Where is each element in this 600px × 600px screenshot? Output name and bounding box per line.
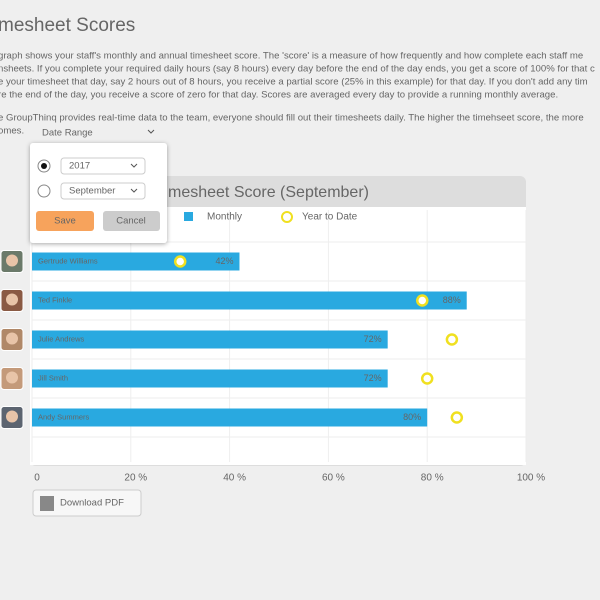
category-label: Ted Finkle — [38, 295, 72, 304]
x-tick-label: 0 — [34, 473, 40, 484]
year-label: 2017 — [69, 161, 90, 172]
paragraph-line: e GroupThinq provides real-time data to … — [0, 113, 584, 124]
ytd-marker — [445, 333, 459, 346]
value-label: 72% — [364, 373, 382, 383]
ytd-marker — [420, 372, 434, 385]
chevron — [147, 129, 155, 134]
chevron — [130, 188, 138, 193]
date-range-label: Date Range — [42, 128, 93, 139]
bar — [32, 408, 428, 427]
month-select[interactable] — [60, 182, 146, 200]
bar — [32, 291, 467, 310]
paragraph-line: nsheets. If you complete your required d… — [0, 64, 595, 75]
x-tick-label: 40 % — [223, 473, 246, 484]
value-label: 88% — [443, 295, 461, 305]
avatar-face — [6, 410, 18, 423]
avatar-face — [6, 254, 18, 267]
paragraph-line: re the end of the day, you receive a sco… — [0, 90, 558, 101]
date-range-select[interactable] — [30, 123, 166, 142]
page-title: mesheet Scores — [0, 15, 135, 36]
pdf-icon — [40, 496, 54, 511]
chevron — [130, 163, 138, 168]
year-select[interactable] — [60, 157, 146, 175]
paragraph-line: graph shows your staff's monthly and ann… — [0, 51, 583, 62]
bar — [32, 369, 388, 388]
legend-label: Monthly — [207, 212, 242, 223]
download-button[interactable] — [32, 489, 142, 517]
x-tick-label: 100 % — [517, 473, 545, 484]
bar — [32, 330, 388, 349]
category-label: Jill Smith — [38, 373, 68, 382]
month-label: September — [69, 186, 115, 197]
x-tick-label: 20 % — [124, 473, 147, 484]
save-label: Save — [54, 216, 76, 227]
paragraph-line: e your timesheet that day, say 2 hours o… — [0, 77, 588, 88]
avatar-face — [6, 293, 18, 306]
x-tick-label: 60 % — [322, 473, 345, 484]
x-tick-label: 80 % — [421, 473, 444, 484]
cancel-label: Cancel — [116, 216, 146, 227]
chart-title: mesheet Score (September) — [168, 184, 369, 201]
ytd-marker — [416, 294, 429, 307]
radio-month[interactable] — [37, 184, 51, 198]
download-label: Download PDF — [60, 498, 124, 509]
legend-label: Year to Date — [302, 212, 358, 223]
legend-swatch — [184, 212, 193, 221]
category-label: Gertrude Williams — [38, 256, 98, 265]
save-button[interactable] — [36, 211, 94, 231]
bar — [32, 252, 240, 271]
cancel-button[interactable] — [103, 211, 160, 231]
radio-dot — [41, 163, 47, 169]
avatar-face — [6, 371, 18, 384]
legend-swatch — [281, 211, 293, 223]
value-label: 80% — [403, 412, 421, 422]
value-label: 72% — [364, 334, 382, 344]
category-label: Julie Andrews — [38, 334, 85, 343]
paragraph-line: omes. — [0, 126, 24, 137]
chart: 0 20 % 40 % 60 % 80 % 100 % Monthly Year to Dat… — [0, 210, 545, 484]
ytd-marker — [173, 255, 187, 268]
value-label: 42% — [215, 256, 233, 266]
avatar-face — [6, 332, 18, 345]
category-label: Andy Summers — [38, 412, 90, 421]
ytd-marker — [450, 411, 464, 424]
